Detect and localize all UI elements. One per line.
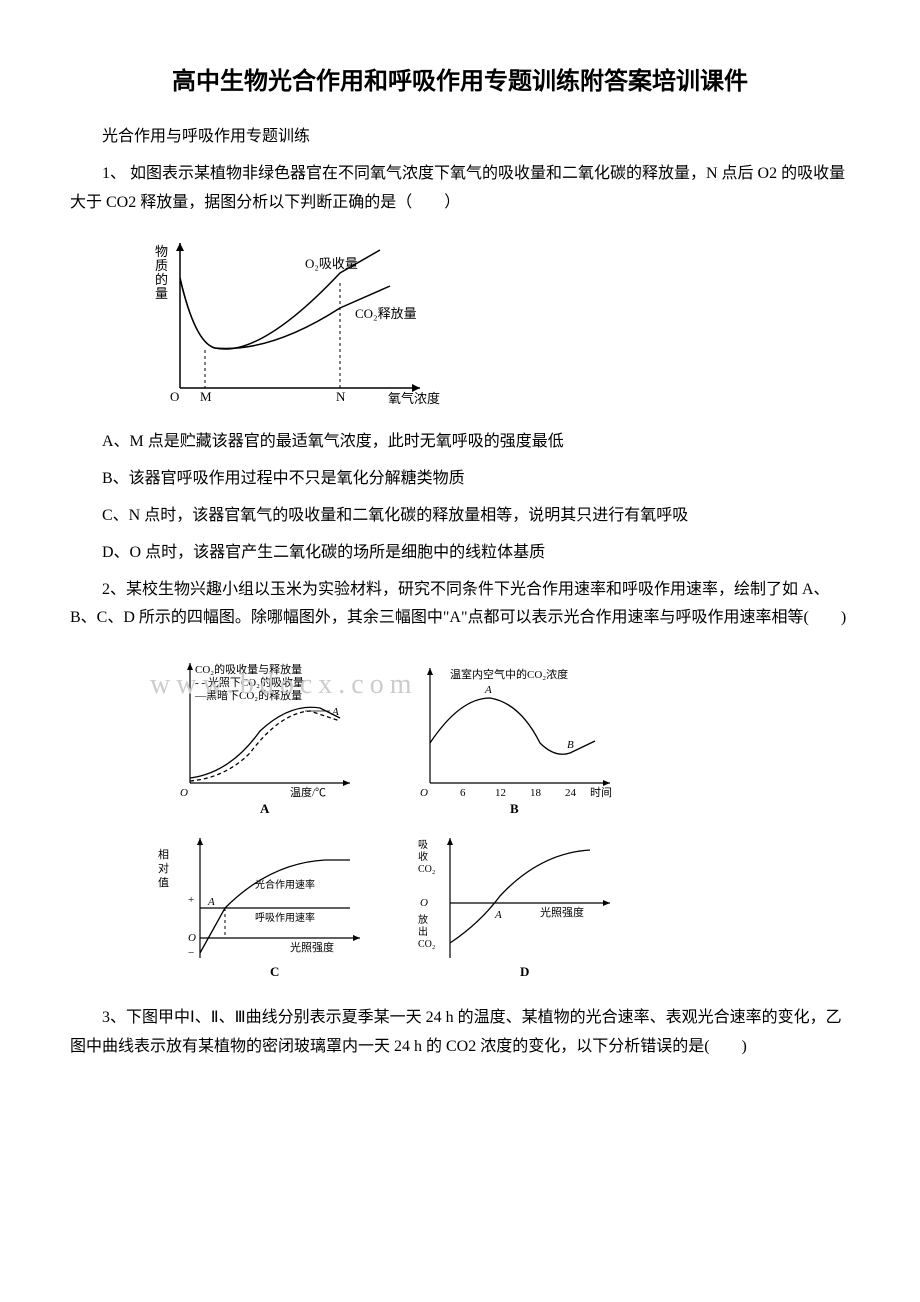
q2b-mark-b: B: [567, 739, 574, 751]
q2a-mark-a: A: [331, 706, 339, 718]
q2c-title: C: [270, 964, 279, 979]
svg-text:CO₂: CO₂: [418, 939, 435, 950]
q2d-title: D: [520, 964, 529, 979]
q1-figure: 物 质 的 量 氧气浓度 O₂吸收量 CO₂释放量 M N O: [140, 228, 850, 419]
q1-series1: O₂吸收量: [305, 256, 358, 271]
svg-text:12: 12: [495, 787, 506, 799]
q2a-xlabel: 温度/℃: [290, 785, 326, 799]
svg-text:O: O: [420, 787, 428, 799]
q2c-xlabel: 光照强度: [290, 940, 334, 954]
q1-ylabel: 物: [155, 244, 168, 259]
svg-text:出: 出: [418, 925, 428, 938]
svg-text:对: 对: [158, 861, 169, 875]
q3-stem: 3、下图甲中Ⅰ、Ⅱ、Ⅲ曲线分别表示夏季某一天 24 h 的温度、某植物的光合速率…: [70, 1004, 850, 1062]
svg-text:24: 24: [565, 787, 577, 799]
q1-mark-m: M: [200, 389, 212, 404]
q2c-legend2: 呼吸作用速率: [255, 911, 315, 924]
svg-text:相: 相: [158, 848, 169, 861]
svg-text:O: O: [188, 932, 196, 944]
svg-text:量: 量: [155, 286, 168, 301]
q1-series2: CO₂释放量: [355, 306, 417, 321]
svg-text:收: 收: [418, 850, 428, 863]
q1-opt-d: D、O 点时，该器官产生二氧化碳的场所是细胞中的线粒体基质: [70, 539, 850, 568]
q2b-ylabel: 温室内空气中的CO₂浓度: [450, 667, 568, 681]
svg-text:6: 6: [460, 787, 466, 799]
q2a-ylabel: CO₂的吸收量与释放量: [195, 662, 302, 676]
intro-text: 光合作用与呼吸作用专题训练: [70, 123, 850, 152]
q1-xlabel: 氧气浓度: [388, 391, 440, 406]
page-title: 高中生物光合作用和呼吸作用专题训练附答案培训课件: [70, 60, 850, 103]
svg-text:18: 18: [530, 787, 542, 799]
q2a-legend1: - - 光照下CO₂的吸收量: [195, 675, 304, 689]
q1-stem: 1、 如图表示某植物非绿色器官在不同氧气浓度下氧气的吸收量和二氧化碳的释放量，N…: [70, 160, 850, 218]
svg-text:O: O: [180, 787, 188, 799]
svg-text:O: O: [420, 897, 428, 909]
q2c-mark-a: A: [207, 896, 215, 908]
q2b-mark-a: A: [484, 684, 492, 696]
svg-text:+: +: [188, 894, 194, 906]
svg-text:CO₂: CO₂: [418, 864, 435, 875]
svg-text:质: 质: [155, 258, 168, 273]
svg-text:的: 的: [155, 272, 168, 287]
q2a-legend2: —黑暗下CO₂的释放量: [194, 688, 302, 702]
q2d-xlabel: 光照强度: [540, 905, 584, 919]
svg-text:放: 放: [418, 913, 428, 926]
q2d-mark-a: A: [494, 909, 502, 921]
q1-opt-a: A、M 点是贮藏该器官的最适氧气浓度，此时无氧呼吸的强度最低: [70, 428, 850, 457]
svg-text:吸: 吸: [418, 840, 428, 851]
q2-figure: CO₂的吸收量与释放量 - - 光照下CO₂的吸收量 —黑暗下CO₂的释放量 A…: [140, 643, 850, 994]
q2c-legend1: 光合作用速率: [255, 878, 315, 891]
q1-opt-b: B、该器官呼吸作用过程中不只是氧化分解糖类物质: [70, 465, 850, 494]
svg-text:−: −: [188, 947, 194, 959]
q1-mark-o: O: [170, 389, 179, 404]
q2b-title: B: [510, 801, 519, 816]
q2a-title: A: [260, 801, 270, 816]
q2b-xlabel: 时间: [590, 786, 612, 799]
svg-text:值: 值: [158, 876, 169, 889]
q1-mark-n: N: [336, 389, 346, 404]
q2-stem: 2、某校生物兴趣小组以玉米为实验材料，研究不同条件下光合作用速率和呼吸作用速率，…: [70, 576, 850, 634]
q1-opt-c: C、N 点时，该器官氧气的吸收量和二氧化碳的释放量相等，说明其只进行有氧呼吸: [70, 502, 850, 531]
